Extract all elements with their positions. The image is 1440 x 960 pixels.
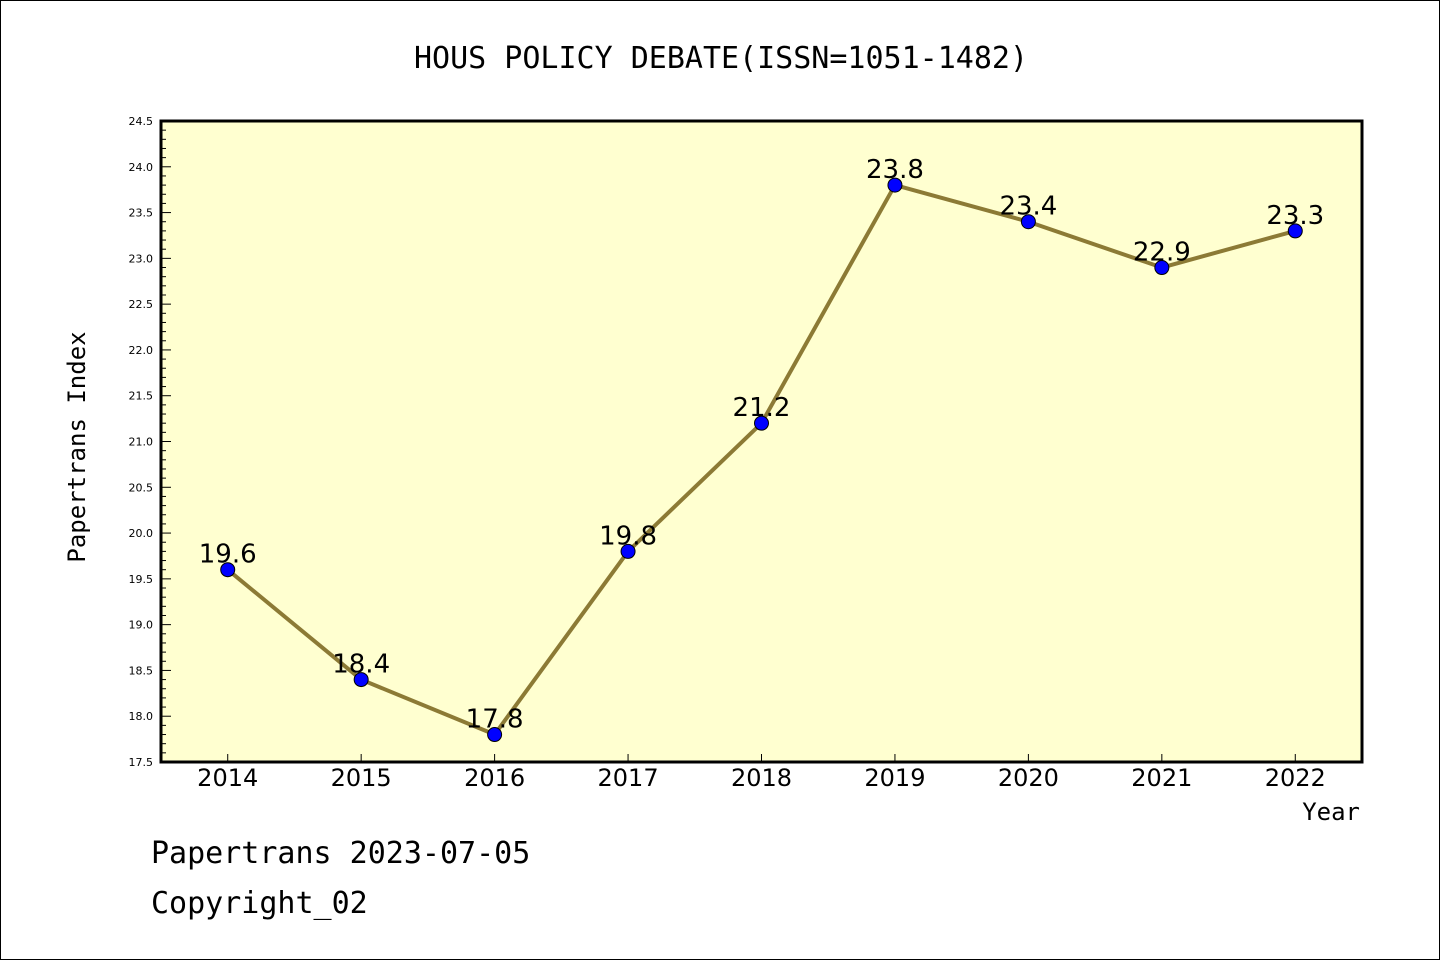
y-tick-label: 21.0 [129, 436, 154, 449]
y-tick-label: 20.5 [129, 481, 154, 494]
y-axis: 17.5 18.0 18.5 19.0 19.5 20.0 20.5 21.0 21.5 22.0… [129, 115, 171, 769]
data-point [1154, 260, 1170, 276]
data-point [620, 543, 636, 559]
data-label: 19.6 [199, 540, 257, 570]
data-point [353, 672, 369, 688]
y-tick-label: 22.0 [129, 344, 154, 357]
data-point [887, 177, 903, 193]
x-tick-label: 2017 [598, 764, 659, 792]
y-tick-label: 22.5 [129, 298, 154, 311]
x-tick-label: 2016 [464, 764, 525, 792]
chart-title: HOUS POLICY DEBATE(ISSN=1051-1482) [414, 41, 1028, 76]
data-label: 23.4 [999, 192, 1057, 222]
x-tick-label: 2014 [197, 764, 258, 792]
y-tick-label: 19.0 [129, 619, 154, 632]
data-label: 23.8 [866, 155, 924, 185]
data-points [220, 177, 1303, 743]
y-tick-label: 17.5 [129, 756, 154, 769]
y-tick-label: 21.5 [129, 390, 154, 403]
data-label: 19.8 [599, 521, 657, 551]
data-point [754, 415, 769, 431]
y-axis-label: Papertrans Index [63, 331, 91, 562]
data-label: 22.9 [1133, 238, 1191, 268]
plot-area [159, 119, 1364, 764]
y-tick-label: 18.5 [129, 664, 154, 677]
y-tick-label: 23.0 [129, 252, 154, 265]
data-label: 21.2 [733, 393, 791, 423]
x-tick-label: 2019 [864, 764, 925, 792]
footer-date: Papertrans 2023-07-05 [151, 836, 531, 871]
data-labels: 19.6 18.4 17.8 19.8 21.2 23.8 23.4 22.9 23.3 [199, 155, 1324, 734]
x-tick-label: 2015 [331, 764, 392, 792]
data-label: 23.3 [1266, 201, 1324, 231]
data-point [220, 562, 236, 578]
data-point [1020, 214, 1036, 230]
y-tick-label: 24.0 [129, 161, 154, 174]
y-tick-label: 19.5 [129, 573, 154, 586]
y-tick-label: 18.0 [129, 710, 154, 723]
footer-copyright: Copyright_02 [151, 886, 368, 921]
x-tick-label: 2022 [1265, 764, 1326, 792]
data-label: 17.8 [466, 705, 524, 735]
y-tick-label: 20.0 [129, 527, 154, 540]
data-point [487, 727, 503, 743]
y-tick-label: 24.5 [129, 115, 154, 128]
x-axis-label: Year [1302, 798, 1360, 826]
x-axis: 2014 2015 2016 2017 2018 2019 2020 2021 2022 [197, 754, 1326, 792]
x-tick-label: 2018 [731, 764, 792, 792]
x-tick-label: 2020 [998, 764, 1059, 792]
x-tick-label: 2021 [1131, 764, 1192, 792]
y-tick-label: 23.5 [129, 207, 154, 220]
data-point [1287, 223, 1303, 239]
data-label: 18.4 [332, 650, 390, 680]
